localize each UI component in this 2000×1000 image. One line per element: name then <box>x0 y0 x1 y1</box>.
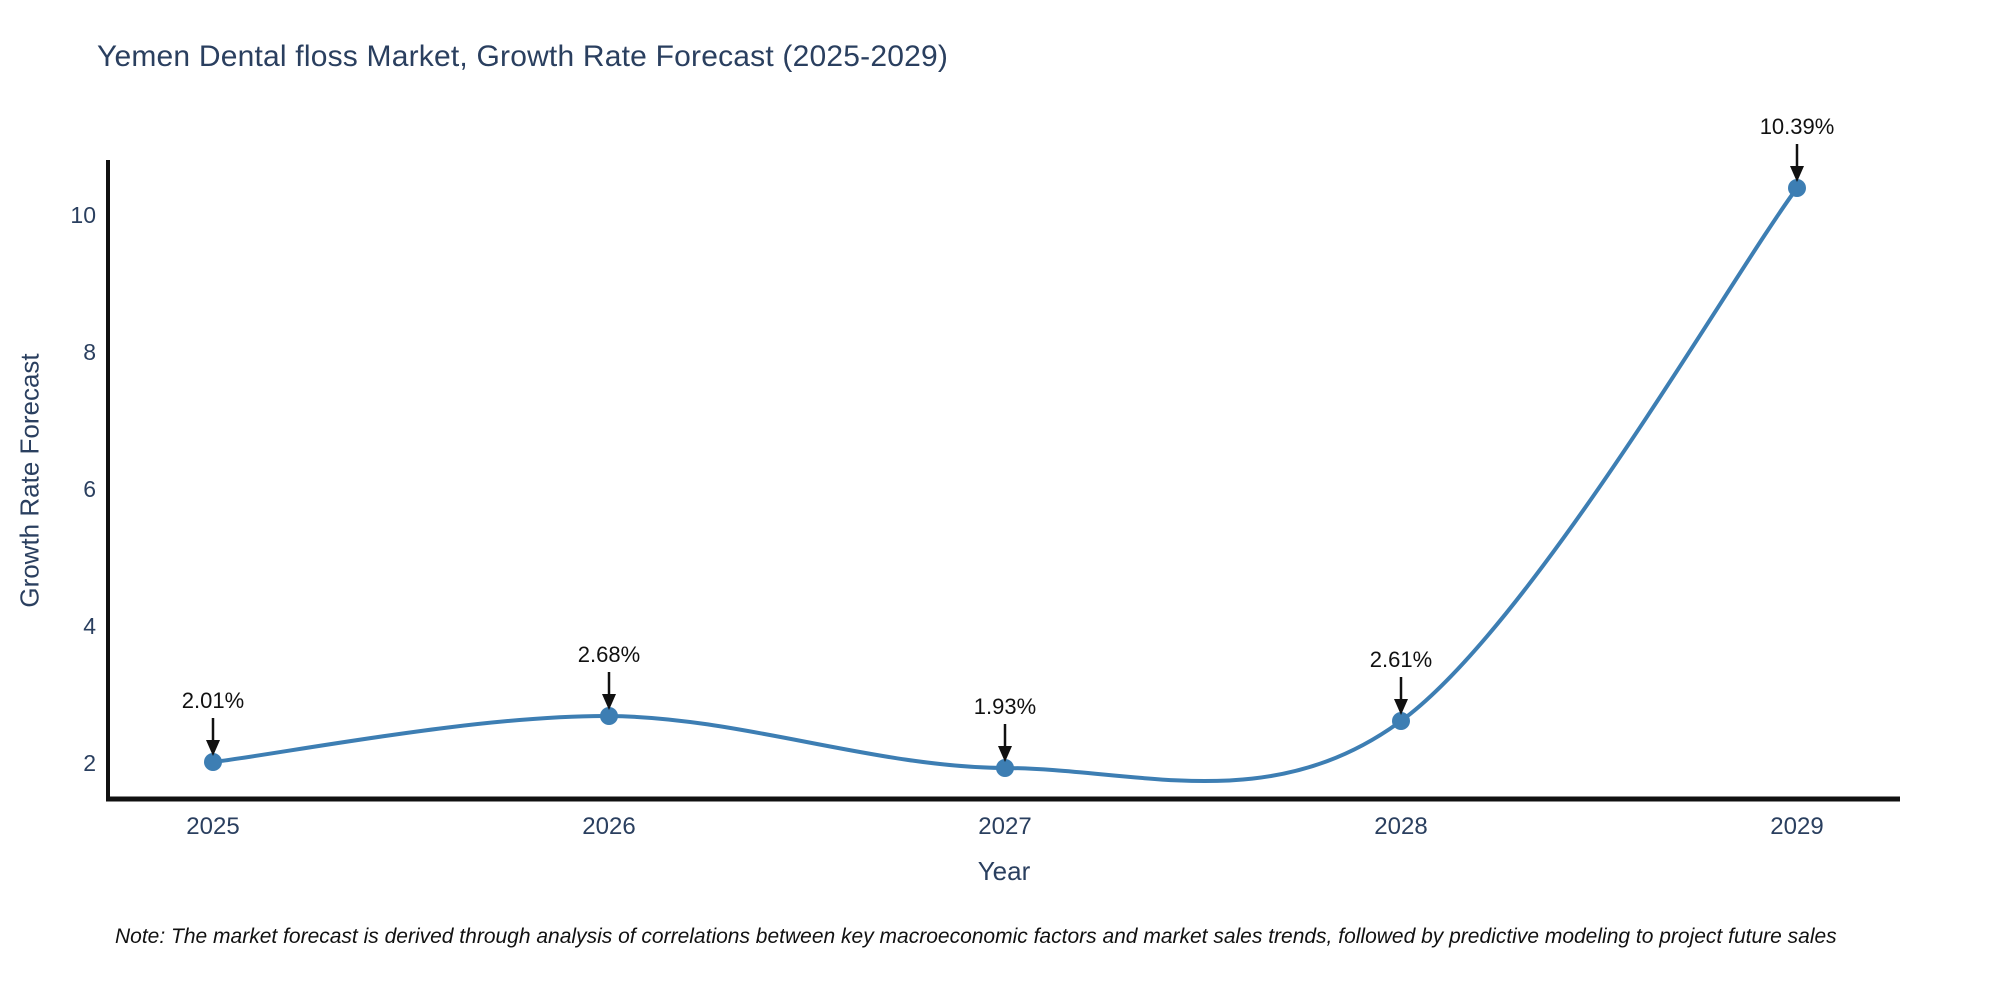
annotation-arrowhead-icon <box>998 746 1012 762</box>
data-point-2025[interactable] <box>204 753 222 771</box>
point-value-label-2028: 2.61% <box>1370 647 1432 672</box>
point-value-label-2027: 1.93% <box>974 694 1036 719</box>
x-tick-label-2027: 2027 <box>978 813 1031 840</box>
annotation-arrowhead-icon <box>1394 699 1408 715</box>
point-value-label-2025: 2.01% <box>182 688 244 713</box>
annotation-arrowhead-icon <box>602 694 616 710</box>
footnote: Note: The market forecast is derived thr… <box>115 925 1837 948</box>
point-value-label-2026: 2.68% <box>578 642 640 667</box>
point-value-label-2029: 10.39% <box>1760 114 1835 139</box>
data-point-2026[interactable] <box>600 707 618 725</box>
data-point-2028[interactable] <box>1392 712 1410 730</box>
growth-rate-line <box>211 186 1799 784</box>
y-tick-label-6: 6 <box>83 476 96 502</box>
annotation-arrowhead-icon <box>1790 166 1804 182</box>
y-tick-label-8: 8 <box>83 339 96 365</box>
x-axis-title: Year <box>977 856 1031 886</box>
chart-title: Yemen Dental floss Market, Growth Rate F… <box>97 40 949 73</box>
y-tick-label-2: 2 <box>83 750 96 776</box>
data-point-2029[interactable] <box>1788 179 1806 197</box>
x-tick-label-2029: 2029 <box>1770 813 1823 840</box>
y-tick-label-4: 4 <box>83 613 96 639</box>
data-point-2027[interactable] <box>996 759 1014 777</box>
x-tick-label-2026: 2026 <box>582 813 635 840</box>
x-tick-label-2025: 2025 <box>186 813 239 840</box>
y-tick-label-10: 10 <box>70 202 96 228</box>
x-tick-label-2028: 2028 <box>1374 813 1427 840</box>
annotation-arrowhead-icon <box>206 740 220 756</box>
